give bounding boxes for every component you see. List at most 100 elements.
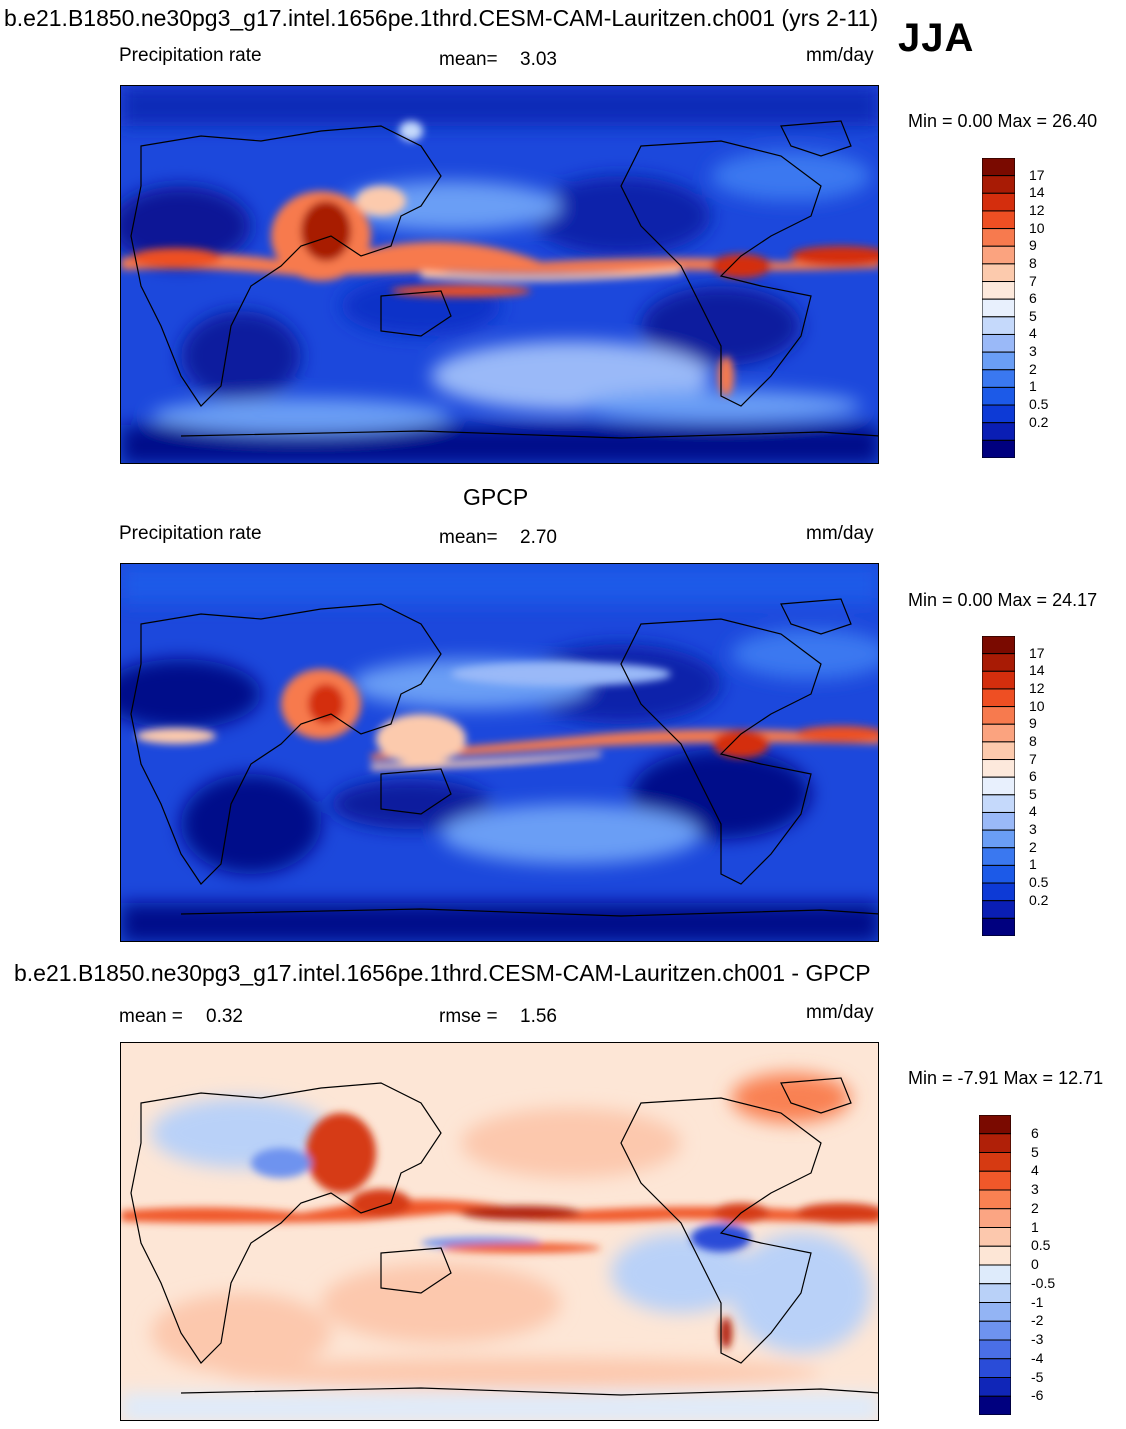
colorbar-tick-label: 14 xyxy=(1029,184,1045,201)
units-label-diff: mm/day xyxy=(806,1002,874,1023)
colorbar-tick-label: 12 xyxy=(1029,201,1045,218)
colorbar-box xyxy=(981,333,1016,353)
map-obs xyxy=(120,563,879,942)
units-label-model: mm/day xyxy=(806,45,874,66)
colorbar-tick-label: 0.2 xyxy=(1029,891,1049,908)
colorbar-tick-label: 2 xyxy=(1031,1199,1039,1216)
colorbar-box xyxy=(981,386,1016,406)
colorbar-tick-label: -3 xyxy=(1031,1331,1044,1347)
colorbar-tick-label: 0.5 xyxy=(1029,874,1049,891)
rmse-value: 1.56 xyxy=(520,1006,557,1027)
mean-value-model: 3.03 xyxy=(520,49,557,70)
colorbar-box xyxy=(981,741,1016,761)
colorbar-box xyxy=(981,157,1016,177)
colorbar-box xyxy=(981,245,1016,265)
colorbar-box xyxy=(981,811,1016,831)
colorbar-box xyxy=(978,1114,1012,1135)
colorbar-tick-label: 4 xyxy=(1029,803,1037,820)
colorbar-box xyxy=(981,210,1016,230)
colorbar-box xyxy=(978,1152,1012,1172)
map-model xyxy=(120,85,879,464)
variable-label-obs: Precipitation rate xyxy=(119,523,262,544)
colorbar-tick-label: 5 xyxy=(1029,785,1037,802)
colorbar-obs xyxy=(981,635,1016,941)
diff-mean-value: 0.32 xyxy=(206,1006,243,1027)
season-label: JJA xyxy=(898,16,975,60)
colorbar-box xyxy=(981,829,1016,849)
colorbar-box xyxy=(981,281,1016,300)
colorbar-box xyxy=(978,1208,1012,1228)
colorbar-tick-label: -5 xyxy=(1031,1368,1044,1385)
colorbar-diff xyxy=(978,1114,1012,1420)
colorbar-box xyxy=(981,670,1016,690)
rmse-label: rmse = xyxy=(439,1006,498,1027)
units-label-obs: mm/day xyxy=(806,523,874,544)
colorbar-box xyxy=(981,847,1016,866)
precip-field-model xyxy=(121,86,878,463)
colorbar-tick-label: 4 xyxy=(1031,1162,1039,1179)
colorbar-tick-label: 10 xyxy=(1029,219,1045,236)
panel-title-model: b.e21.B1850.ne30pg3_g17.intel.1656pe.1th… xyxy=(4,5,879,31)
minmax-model: Min = 0.00 Max = 26.40 xyxy=(908,111,1098,131)
colorbar-box xyxy=(978,1283,1012,1303)
colorbar-tick-label: 5 xyxy=(1029,307,1037,324)
colorbar-tick-label: 3 xyxy=(1029,821,1037,838)
coastlines-diff xyxy=(130,1077,878,1396)
colorbar-tick-label: 7 xyxy=(1029,750,1037,767)
colorbar-model xyxy=(981,157,1016,463)
colorbar-box xyxy=(981,635,1016,655)
colorbar-tick-label: 3 xyxy=(1031,1181,1039,1197)
colorbar-box xyxy=(981,175,1016,194)
colorbar-tick-label: 1 xyxy=(1029,378,1037,395)
colorbar-box xyxy=(978,1339,1012,1360)
colorbar-tick-label: 4 xyxy=(1029,325,1037,342)
colorbar-tick-label: 6 xyxy=(1029,290,1037,307)
colorbar-box xyxy=(981,917,1016,937)
mean-value-obs: 2.70 xyxy=(520,527,557,548)
colorbar-tick-label: 0 xyxy=(1031,1256,1039,1272)
colorbar-tick-label: 7 xyxy=(1029,272,1037,289)
colorbar-box xyxy=(978,1245,1012,1266)
colorbar-box xyxy=(978,1170,1012,1191)
colorbar-box xyxy=(981,776,1016,796)
coastlines-obs xyxy=(130,598,878,917)
colorbar-box xyxy=(981,759,1016,778)
diff-mean-label: mean = xyxy=(119,1006,183,1027)
colorbar-tick-label: 0.5 xyxy=(1029,396,1049,413)
colorbar-tick-label: 12 xyxy=(1029,679,1045,696)
colorbar-tick-label: 0.5 xyxy=(1031,1237,1051,1254)
colorbar-box xyxy=(978,1264,1012,1285)
precip-field-diff xyxy=(121,1043,878,1420)
colorbar-box xyxy=(978,1358,1012,1378)
colorbar-tick-label: -1 xyxy=(1031,1293,1044,1310)
colorbar-tick-label: 2 xyxy=(1029,838,1037,855)
colorbar-tick-label: 17 xyxy=(1029,644,1045,661)
colorbar-box xyxy=(981,263,1016,283)
colorbar-box xyxy=(981,688,1016,708)
colorbar-tick-label: 0.2 xyxy=(1029,413,1049,430)
minmax-diff: Min = -7.91 Max = 12.71 xyxy=(908,1068,1104,1088)
colorbar-tick-label: -2 xyxy=(1031,1312,1044,1329)
colorbar-box xyxy=(981,900,1016,919)
colorbar-tick-label: 8 xyxy=(1029,732,1037,749)
colorbar-tick-label: 8 xyxy=(1029,254,1037,271)
colorbar-tick-label: -0.5 xyxy=(1031,1274,1056,1291)
variable-label-model: Precipitation rate xyxy=(119,45,262,66)
colorbar-tick-label: 1 xyxy=(1029,856,1037,873)
colorbar-tick-label: 3 xyxy=(1029,343,1037,360)
colorbar-tick-label: 17 xyxy=(1029,166,1045,183)
colorbar-box xyxy=(981,192,1016,212)
colorbar-tick-label: 14 xyxy=(1029,662,1045,679)
colorbar-box xyxy=(978,1320,1012,1341)
colorbar-tick-label: 2 xyxy=(1029,360,1037,377)
colorbar-box xyxy=(981,794,1016,813)
colorbar-box xyxy=(981,351,1016,371)
precip-field-obs xyxy=(121,564,878,941)
colorbar-tick-label: 1 xyxy=(1031,1218,1039,1235)
panel-title-diff: b.e21.B1850.ne30pg3_g17.intel.1656pe.1th… xyxy=(14,960,871,986)
colorbar-box xyxy=(978,1302,1012,1322)
colorbar-box xyxy=(978,1189,1012,1210)
colorbar-box xyxy=(981,882,1016,902)
colorbar-tick-label: 9 xyxy=(1029,237,1037,254)
colorbar-box xyxy=(981,864,1016,884)
